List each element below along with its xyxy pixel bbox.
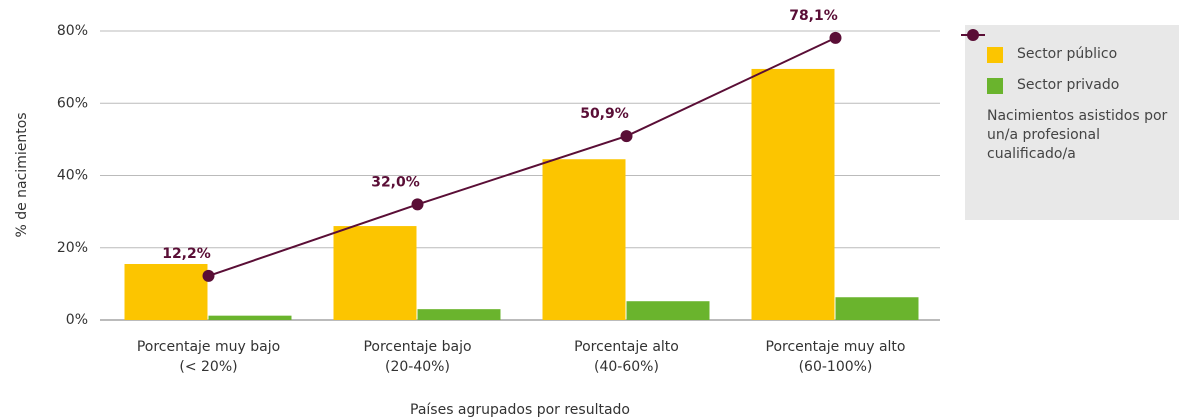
x-tick-label: (60-100%): [799, 359, 873, 375]
x-tick-label: (< 20%): [179, 359, 237, 375]
y-axis-title: % de nacimientos: [14, 112, 30, 237]
bar: [208, 315, 292, 320]
legend: Sector público Sector privado Nacimientos …: [961, 25, 1179, 220]
legend-swatch: [987, 47, 1003, 63]
y-tick-label: 80%: [57, 23, 88, 39]
bar: [124, 264, 208, 320]
x-tick-label: (20-40%): [385, 359, 450, 375]
bar: [333, 226, 417, 320]
data-label: 12,2%: [162, 246, 211, 262]
legend-item: Nacimientos asistidos por un/a profesion…: [961, 29, 1173, 164]
bar: [542, 159, 626, 320]
x-axis-title: Países agrupados por resultado: [410, 402, 630, 418]
x-tick-label: (40-60%): [594, 359, 659, 375]
y-tick-label: 0%: [66, 312, 88, 328]
data-label: 32,0%: [371, 174, 420, 190]
legend-swatch: [961, 29, 985, 41]
legend-label: Nacimientos asistidos por un/a profesion…: [987, 108, 1168, 162]
x-tick-label: Porcentaje bajo: [363, 339, 471, 355]
bar: [835, 297, 919, 320]
y-tick-label: 60%: [57, 95, 88, 111]
legend-swatch: [987, 78, 1003, 94]
legend-item: Sector privado: [987, 76, 1173, 95]
y-tick-label: 40%: [57, 168, 88, 184]
x-tick-label: Porcentaje muy bajo: [137, 339, 280, 355]
bar: [417, 309, 501, 320]
chart: % de nacimientos Países agrupados por re…: [14, 8, 940, 418]
line: [208, 36, 836, 277]
x-tick-label: Porcentaje alto: [574, 339, 679, 355]
line-point: [620, 130, 633, 143]
line-point: [829, 31, 842, 44]
bar: [626, 301, 710, 320]
legend-label: Sector privado: [1017, 77, 1120, 93]
legend-label: Sector público: [1017, 46, 1118, 62]
line-point: [202, 269, 215, 282]
data-label: 50,9%: [580, 106, 629, 122]
legend-marker: [967, 29, 979, 41]
line-point: [411, 198, 424, 211]
y-tick-label: 20%: [57, 240, 88, 256]
legend-item: Sector público: [987, 45, 1173, 64]
bar: [751, 68, 835, 321]
data-label: 78,1%: [789, 8, 838, 24]
x-tick-label: Porcentaje muy alto: [766, 339, 906, 355]
